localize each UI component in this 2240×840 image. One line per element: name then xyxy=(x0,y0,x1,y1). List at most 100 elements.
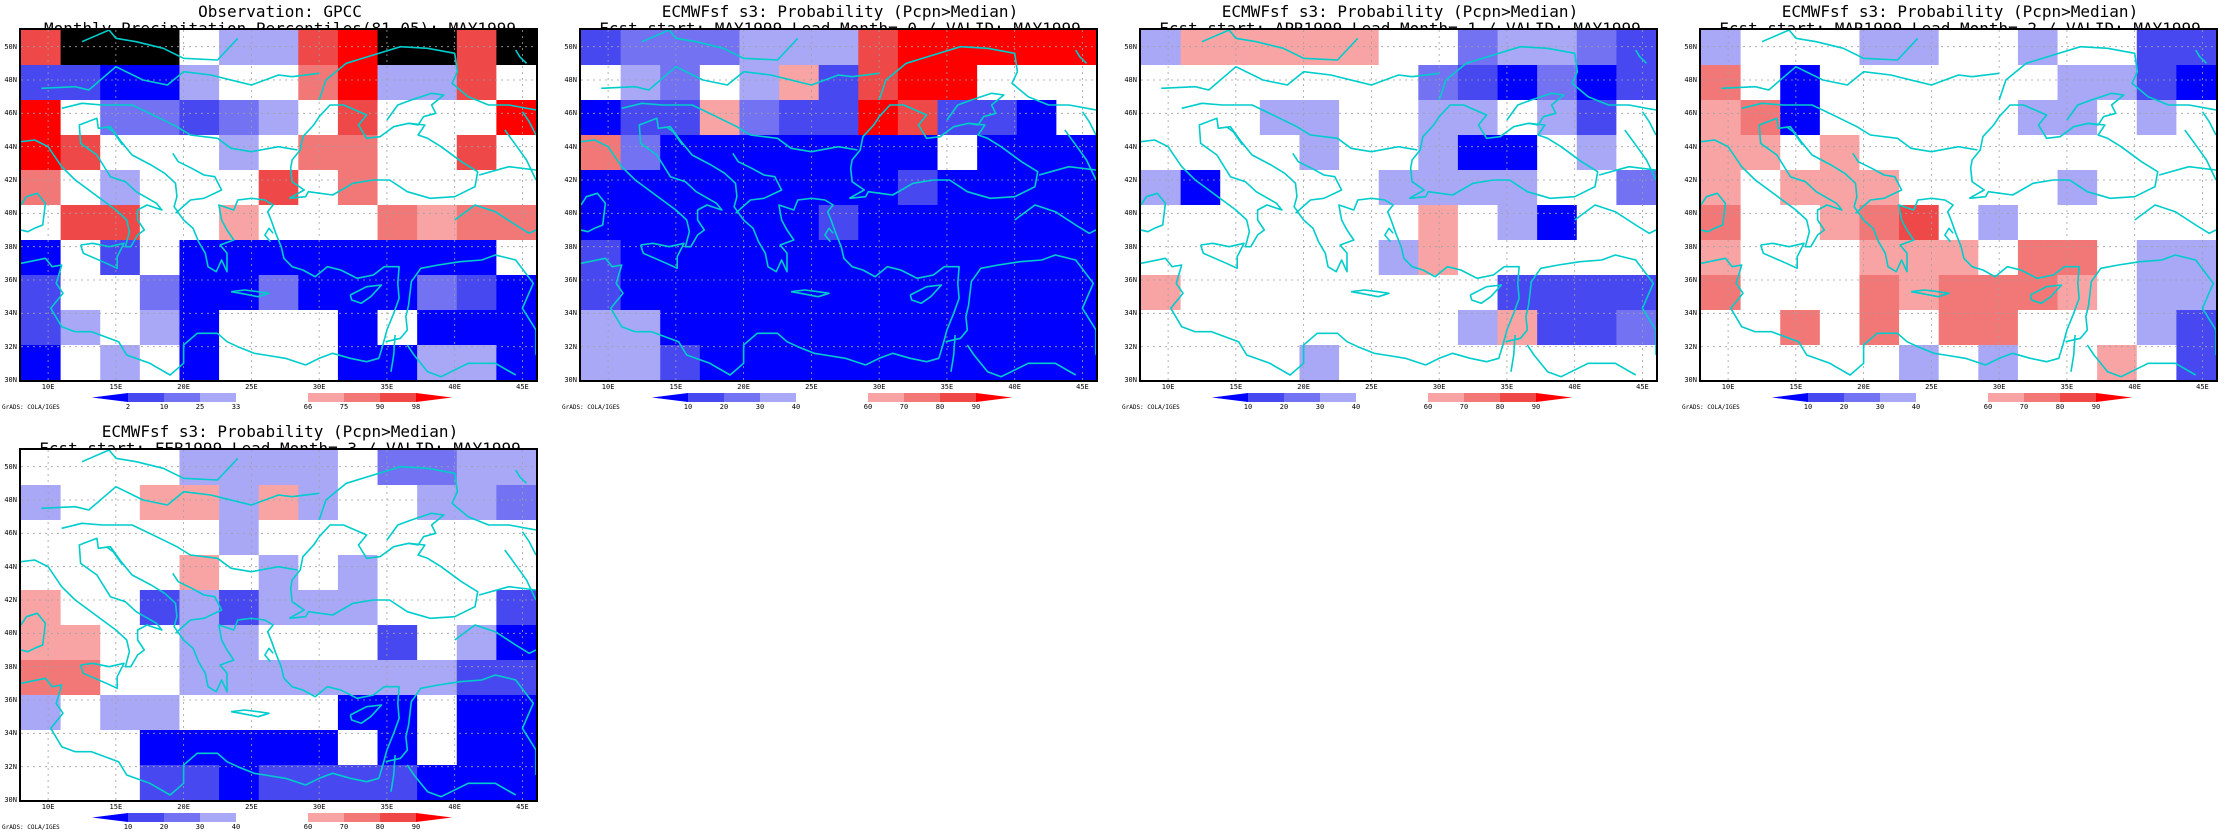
longitude-tick-label: 25E xyxy=(805,383,818,391)
grid-cell xyxy=(620,205,661,241)
grid-cell xyxy=(1299,310,1340,346)
coastline xyxy=(1438,45,1656,111)
colorbar-swatch xyxy=(272,393,309,402)
grid-cell xyxy=(1220,275,1261,311)
colorbar-swatch xyxy=(1988,393,2025,402)
longitude-tick-label: 35E xyxy=(940,383,954,391)
grid-cell xyxy=(456,625,497,661)
grid-cell xyxy=(699,135,741,171)
coastline xyxy=(1014,204,1096,235)
coastline xyxy=(61,102,298,153)
grid-cell xyxy=(298,240,339,276)
grid-cell xyxy=(298,590,339,626)
colorbar-label: 66 xyxy=(303,403,313,411)
longitude-tick-label: 15E xyxy=(669,383,683,391)
grid-cell xyxy=(1378,30,1419,66)
colorbar-swatch xyxy=(652,393,688,402)
grid-cell xyxy=(298,345,339,380)
grid-cell xyxy=(1859,275,1900,311)
grid-cell xyxy=(496,65,536,101)
latitude-tick-label: 34N xyxy=(4,309,17,318)
grid-cell xyxy=(1141,205,1182,241)
colorbar-label: 60 xyxy=(1983,403,1993,411)
grid-cell xyxy=(1537,170,1578,206)
grid-cell xyxy=(21,240,62,276)
grid-cell xyxy=(779,135,820,171)
grid-cell xyxy=(60,205,101,241)
grid-cell xyxy=(1056,170,1096,206)
grid-cell xyxy=(1576,30,1617,66)
grid-cell xyxy=(739,275,780,311)
grid-cell xyxy=(496,555,536,591)
latitude-tick-label: 50N xyxy=(564,42,577,51)
grid-cell xyxy=(1259,170,1301,206)
grid-cell xyxy=(377,135,418,171)
grid-cell xyxy=(139,625,181,661)
grid-cell xyxy=(179,100,220,136)
grid-cell xyxy=(21,30,62,66)
grid-cell xyxy=(699,310,741,346)
grid-cell xyxy=(2136,275,2177,311)
latitude-tick-label: 50N xyxy=(4,462,17,471)
longitude-tick-label: 25E xyxy=(1925,383,1938,391)
grid-cell xyxy=(937,205,978,241)
colorbar-swatch xyxy=(344,393,381,402)
grid-cell xyxy=(1899,205,1940,241)
grid-cell xyxy=(456,555,497,591)
grid-cell xyxy=(1378,100,1419,136)
longitude-tick-label: 40E xyxy=(2128,383,2141,391)
grid-cell xyxy=(258,730,299,766)
grid-cell xyxy=(2176,135,2216,171)
grid-cell xyxy=(739,65,780,101)
latitude-tick-label: 44N xyxy=(1124,142,1137,151)
grid-cell xyxy=(1220,65,1261,101)
coastline xyxy=(504,549,536,601)
coastline xyxy=(454,624,536,655)
grid-cell xyxy=(2057,135,2098,171)
grid-cell xyxy=(377,170,418,206)
latitude-tick-label: 50N xyxy=(1684,42,1697,51)
coastline xyxy=(601,65,880,91)
coastline xyxy=(1741,102,1978,153)
grid-cell xyxy=(699,275,741,311)
longitude-tick-label: 45E xyxy=(516,803,529,811)
grid-cell xyxy=(1497,205,1538,241)
precipitation-map xyxy=(19,448,538,802)
latitude-tick-label: 40N xyxy=(4,209,17,218)
grid-cell xyxy=(1180,275,1221,311)
grid-cell xyxy=(1701,100,1742,136)
grid-cell xyxy=(977,310,1018,346)
grid-cell xyxy=(1537,345,1578,380)
grid-cell xyxy=(1780,310,1821,346)
grid-cell xyxy=(699,205,741,241)
coastline xyxy=(21,117,400,366)
grid-cell xyxy=(139,205,181,241)
grid-cell xyxy=(139,240,181,276)
grid-cell xyxy=(417,135,458,171)
grid-cell xyxy=(660,345,701,380)
grid-cell xyxy=(337,65,379,101)
colorbar-swatch xyxy=(416,393,452,402)
colorbar-swatch xyxy=(1500,393,1537,402)
grid-cell xyxy=(660,205,701,241)
grid-cell xyxy=(1056,345,1096,380)
latitude-tick-label: 36N xyxy=(564,276,577,284)
coastline xyxy=(515,469,528,484)
colorbar-swatch xyxy=(200,813,237,822)
latitude-tick-label: 36N xyxy=(4,276,17,284)
colorbar-swatch xyxy=(796,393,833,402)
longitude-tick-label: 20E xyxy=(177,383,190,391)
coastline xyxy=(386,92,445,126)
longitude-tick-label: 45E xyxy=(1076,383,1089,391)
grid-cell xyxy=(2136,240,2177,276)
grid-cell xyxy=(21,170,62,206)
grid-cell xyxy=(1259,310,1301,346)
grid-cell xyxy=(100,730,141,766)
colorbar-label: 90 xyxy=(375,403,385,411)
grid-cell xyxy=(1740,345,1781,380)
grid-cell xyxy=(1819,310,1861,346)
colorbar-swatch xyxy=(1284,393,1321,402)
grid-cell xyxy=(1016,275,1057,311)
colorbar-swatch xyxy=(724,393,761,402)
latitude-tick-label: 34N xyxy=(4,729,17,738)
